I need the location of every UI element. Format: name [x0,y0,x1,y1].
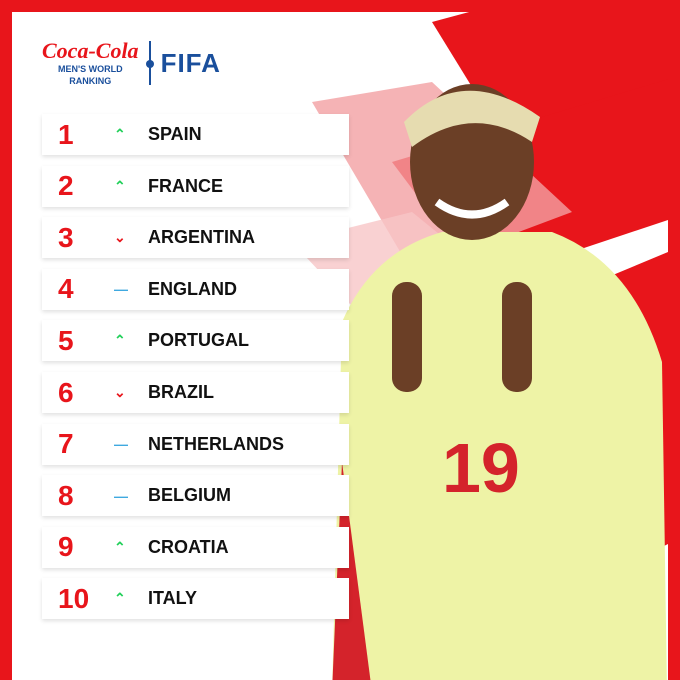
chevron-up-icon: ⌃ [114,590,126,607]
ranking-row: 9 ⌃ CROATIA [42,526,349,568]
ranking-row: 5 ⌃ PORTUGAL [42,320,349,362]
team-name: PORTUGAL [148,330,249,351]
rank-number: 1 [58,118,74,150]
rank-number: 6 [58,376,74,408]
player-photo: 19 [332,84,667,680]
rank-number: 3 [58,221,74,253]
fifa-logo: FIFA [160,47,221,78]
team-name: BRAZIL [148,382,214,402]
rank-number: 10 [58,582,90,614]
chevron-down-icon: ⌄ [114,229,126,246]
team-name: ENGLAND [148,278,237,299]
dash-icon: — [114,281,128,298]
dash-icon: — [114,487,128,504]
rank-number: 5 [58,324,74,356]
ranking-row: 6 ⌄ BRAZIL [42,372,349,413]
team-name: ITALY [148,588,198,609]
team-name: NETHERLANDS [148,433,285,454]
rank-number: 8 [58,479,74,511]
chevron-up-icon: ⌃ [114,332,126,349]
ranking-subtitle-1: MEN'S WORLD [57,64,123,74]
team-name: SPAIN [148,124,202,144]
chevron-down-icon: ⌄ [114,384,126,400]
ranking-row: 8 — BELGIUM [42,475,349,517]
ranking-subtitle-2: RANKING [69,76,112,86]
chevron-up-icon: ⌃ [114,126,126,142]
ranking-row: 4 — ENGLAND [42,268,349,310]
chevron-up-icon: ⌃ [114,538,126,555]
brand-logo: Coca-Cola MEN'S WORLD RANKING FIFA [42,38,221,87]
ranking-row: 2 ⌃ FRANCE [42,165,349,207]
team-name: CROATIA [148,536,229,557]
chevron-up-icon: ⌃ [114,177,126,194]
coca-cola-logo: Coca-Cola [42,38,139,63]
dash-icon: — [114,436,128,453]
rank-number: 9 [58,531,74,563]
ranking-row: 3 ⌄ ARGENTINA [42,217,349,259]
team-name: FRANCE [148,175,223,196]
ranking-row: 10 ⌃ ITALY [42,578,349,620]
ranking-row: 1 ⌃ SPAIN [42,114,349,155]
rank-number: 4 [58,273,74,305]
team-name: BELGIUM [148,485,231,506]
logo-divider [145,41,154,85]
shirt-number: 19 [442,429,520,507]
team-name: ARGENTINA [148,227,255,248]
rank-number: 7 [58,428,74,460]
ranking-row: 7 — NETHERLANDS [42,423,349,465]
rank-number: 2 [58,170,74,202]
